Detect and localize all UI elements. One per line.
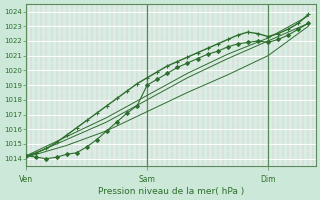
- X-axis label: Pression niveau de la mer( hPa ): Pression niveau de la mer( hPa ): [98, 187, 244, 196]
